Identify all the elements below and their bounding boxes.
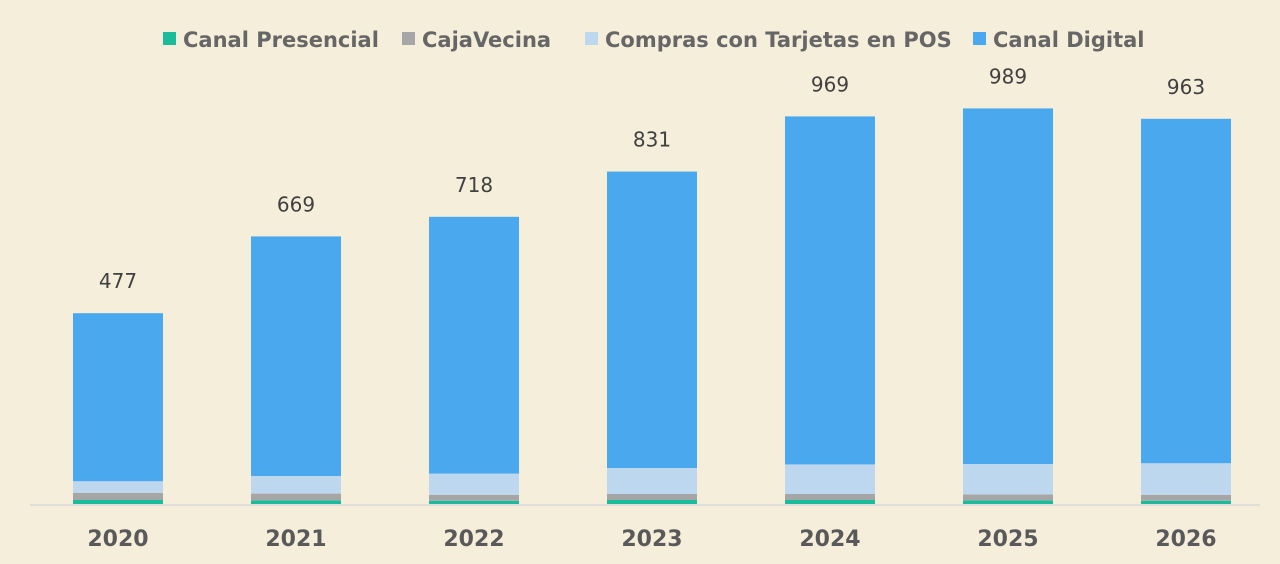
x-tick-labels: 2020 2021 2022 2023 2024 2025 2026 xyxy=(87,527,1216,552)
x-tick-2020: 2020 xyxy=(87,527,148,552)
legend-swatch-3 xyxy=(973,32,986,45)
bar-2021-series-1 xyxy=(251,493,341,501)
bar-2024-series-0 xyxy=(785,500,875,504)
bar-2022-series-2 xyxy=(429,473,519,495)
bar-2020-series-1 xyxy=(73,492,163,500)
x-tick-2022: 2022 xyxy=(443,527,504,552)
legend-label-1: CajaVecina xyxy=(422,28,551,52)
legend-swatch-0 xyxy=(163,32,176,45)
bar-2020-series-2 xyxy=(73,481,163,493)
bar-2022-series-3 xyxy=(429,216,519,474)
bar-2020-series-0 xyxy=(73,500,163,504)
bar-2021-series-0 xyxy=(251,500,341,504)
total-label-2022: 718 xyxy=(455,173,493,197)
legend: Canal Presencial CajaVecina Compras con Ta… xyxy=(163,28,1144,52)
x-tick-2023: 2023 xyxy=(621,527,682,552)
bar-2021-series-3 xyxy=(251,236,341,476)
bar-2024-series-1 xyxy=(785,494,875,500)
bar-2026-series-1 xyxy=(1141,494,1231,501)
total-label-2026: 963 xyxy=(1167,75,1205,99)
x-tick-2026: 2026 xyxy=(1155,527,1216,552)
total-label-2024: 969 xyxy=(811,72,849,96)
bar-2025-series-2 xyxy=(963,464,1053,495)
bar-2023-series-0 xyxy=(607,500,697,504)
bar-2025-series-3 xyxy=(963,108,1053,465)
bar-2023-series-1 xyxy=(607,494,697,500)
legend-label-2: Compras con Tarjetas en POS xyxy=(605,28,952,52)
total-label-2020: 477 xyxy=(99,269,137,293)
total-label-2023: 831 xyxy=(633,128,671,152)
legend-swatch-1 xyxy=(402,32,415,45)
legend-swatch-2 xyxy=(585,32,598,45)
x-tick-2021: 2021 xyxy=(265,527,326,552)
bar-2023-series-3 xyxy=(607,171,697,468)
x-tick-2024: 2024 xyxy=(799,527,860,552)
bar-2026-series-2 xyxy=(1141,463,1231,495)
bar-2023-series-2 xyxy=(607,468,697,494)
bar-2022-series-1 xyxy=(429,494,519,501)
bar-2026-series-0 xyxy=(1141,500,1231,504)
total-label-2021: 669 xyxy=(277,192,315,216)
legend-label-0: Canal Presencial xyxy=(183,28,379,52)
bar-2020-series-3 xyxy=(73,313,163,482)
bar-2025-series-0 xyxy=(963,500,1053,504)
bar-2025-series-1 xyxy=(963,494,1053,501)
bar-2026-series-3 xyxy=(1141,118,1231,464)
bars xyxy=(73,108,1231,504)
bar-2024-series-3 xyxy=(785,116,875,465)
legend-label-3: Canal Digital xyxy=(993,28,1144,52)
bar-2021-series-2 xyxy=(251,476,341,494)
total-label-2025: 989 xyxy=(989,64,1027,88)
bar-2022-series-0 xyxy=(429,500,519,504)
x-tick-2025: 2025 xyxy=(977,527,1038,552)
total-labels: 477 669 718 831 969 989 963 xyxy=(99,64,1205,293)
bar-2024-series-2 xyxy=(785,464,875,494)
